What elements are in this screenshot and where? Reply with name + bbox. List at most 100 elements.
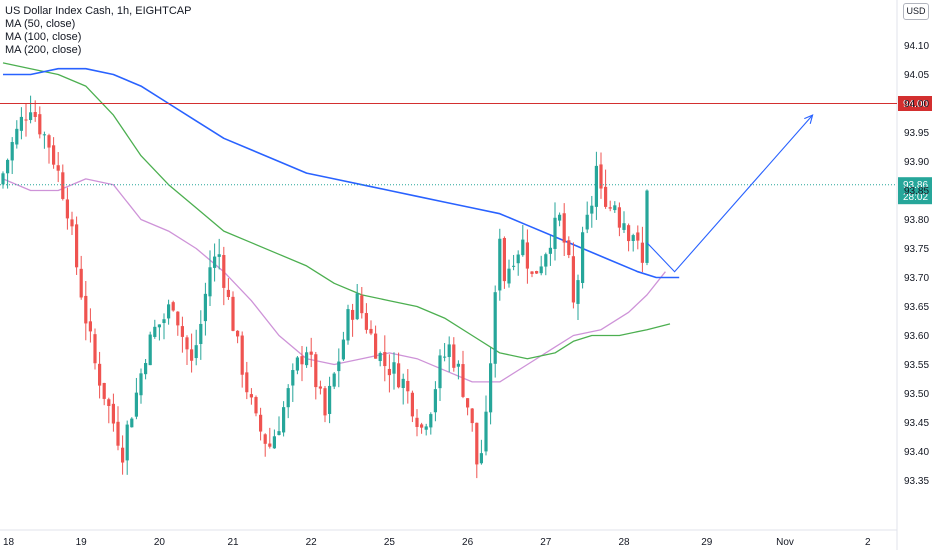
y-tick-label: 93.45 (904, 418, 929, 429)
y-tick-label: 94.05 (904, 70, 929, 81)
candle-body-up (194, 345, 198, 359)
y-tick-label: 93.70 (904, 273, 929, 284)
candle-body-down (88, 321, 92, 332)
candle-body-down (397, 363, 401, 388)
y-tick-label: 93.85 (904, 186, 929, 197)
candle-body-up (433, 389, 437, 413)
candle-body-up (484, 411, 488, 452)
x-tick-label: 22 (306, 537, 318, 548)
candle-body-up (277, 431, 281, 435)
candle-body-up (558, 214, 562, 221)
x-tick-label: 27 (540, 537, 552, 548)
candle-body-down (604, 186, 608, 207)
ma100-legend[interactable]: MA (100, close) (5, 31, 82, 43)
candle-body-up (516, 254, 520, 264)
candle-body-up (144, 363, 148, 375)
ma50-legend[interactable]: MA (50, close) (5, 18, 76, 30)
candle-body-down (369, 328, 373, 334)
candle-body-down (180, 326, 184, 337)
candle-body-up (507, 268, 511, 284)
projection-path (646, 114, 814, 273)
candle-body-down (502, 237, 506, 282)
candle-body-up (585, 214, 589, 230)
candle-body-down (52, 145, 56, 165)
candle-body-down (567, 240, 571, 256)
candle-body-down (387, 368, 391, 376)
candle-body-down (249, 394, 253, 398)
y-tick-label: 93.55 (904, 360, 929, 371)
candle-body-down (640, 242, 644, 263)
candle-body-up (489, 363, 493, 413)
y-tick-label: 94.10 (904, 41, 929, 52)
ma200-legend[interactable]: MA (200, close) (5, 44, 82, 56)
candle-body-down (33, 112, 37, 117)
candle-body-down (452, 344, 456, 368)
y-tick-label: 93.60 (904, 331, 929, 342)
candle-body-down (84, 295, 88, 324)
candle-body-up (594, 165, 598, 207)
candle-body-down (599, 164, 603, 189)
chart-legend: US Dollar Index Cash, 1h, EIGHTCAP MA (5… (5, 5, 191, 57)
candle-body-down (608, 207, 612, 209)
candle-body-up (167, 304, 171, 319)
candle-body-up (213, 256, 217, 268)
candle-body-down (627, 225, 631, 242)
candle-body-down (530, 271, 534, 274)
candle-body-up (199, 323, 203, 344)
candle-body-up (305, 352, 309, 366)
candle-body-down (562, 213, 566, 243)
candle-body-up (337, 361, 341, 372)
candle-body-up (295, 357, 299, 371)
candle-body-up (613, 205, 617, 211)
candle-body-down (116, 421, 120, 446)
x-tick-label: 19 (76, 537, 88, 548)
candle-body-up (203, 293, 207, 322)
candle-body-down (466, 398, 470, 408)
candle-body-up (341, 339, 345, 360)
candle-body-down (475, 422, 479, 465)
candle-body-up (208, 267, 212, 297)
candles (1, 95, 649, 479)
axes: 94.10 94.05 94.00 93.95 93.90 93.85 93.80 93.75… (3, 41, 929, 548)
candle-body-down (318, 386, 322, 389)
candle-body-down (98, 363, 102, 386)
candle-body-up (645, 190, 649, 263)
candle-body-up (498, 238, 502, 291)
candle-body-down (190, 349, 194, 361)
candle-body-up (1, 173, 5, 185)
candle-body-down (65, 199, 69, 219)
candle-body-down (263, 434, 267, 444)
ma100-line (2, 62, 671, 360)
candle-body-down (185, 337, 189, 350)
y-tick-label: 93.50 (904, 389, 929, 400)
candle-body-up (282, 407, 286, 433)
resistance-price-label-bg (898, 96, 932, 111)
y-tick-label: 93.95 (904, 128, 929, 139)
candle-body-down (75, 224, 79, 268)
x-tick-label: 26 (462, 537, 474, 548)
candle-body-up (332, 373, 336, 387)
candle-body-down (245, 372, 249, 393)
candle-body-up (401, 378, 405, 389)
current-price-label-bg (898, 177, 932, 205)
candle-body-down (617, 207, 621, 228)
candle-body-down (525, 242, 529, 269)
candle-body-up (581, 232, 585, 283)
bar-countdown-label: 28:02 (903, 192, 928, 203)
candle-body-up (15, 128, 19, 145)
candle-body-up (6, 159, 10, 174)
y-tick-label: 93.35 (904, 476, 929, 487)
candle-body-down (636, 232, 640, 241)
candle-body-down (374, 333, 378, 359)
candle-body-down (61, 172, 65, 199)
candle-body-up (493, 292, 497, 364)
x-tick-label: Nov (776, 537, 794, 548)
candle-body-up (148, 334, 152, 366)
candle-body-up (328, 385, 332, 414)
candle-body-down (93, 334, 97, 364)
candle-body-up (553, 217, 557, 249)
candle-body-down (240, 335, 244, 375)
candle-body-down (236, 330, 240, 337)
currency-button[interactable]: USD (903, 3, 929, 20)
